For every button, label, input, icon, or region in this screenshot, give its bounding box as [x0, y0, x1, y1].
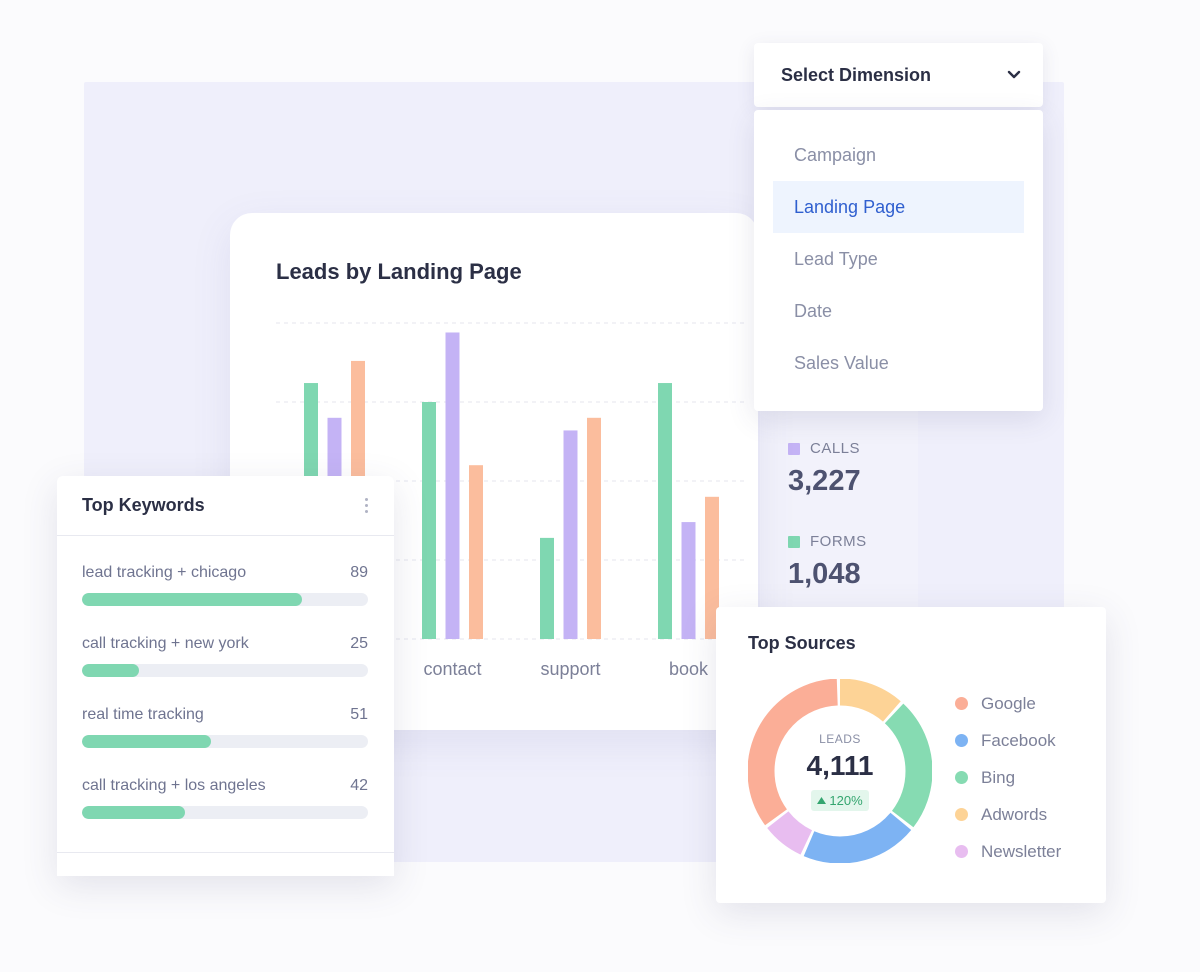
keyword-row-header: real time tracking 51: [82, 706, 368, 724]
legend-item-newsletter[interactable]: Newsletter: [955, 833, 1061, 870]
legend-dot: [955, 734, 968, 747]
donut-slice-adwords[interactable]: [748, 679, 932, 863]
sources-title: Top Sources: [748, 633, 856, 653]
change-badge: 120%: [811, 789, 869, 811]
triangle-up-icon: [817, 796, 827, 804]
top-sources-card: Top Sources LEADS 4,111 120% Google Faceb…: [716, 607, 1106, 903]
bar-book-series-2[interactable]: [705, 496, 719, 639]
bar-contact-series-1[interactable]: [445, 332, 460, 639]
sources-donut-chart: [748, 679, 932, 863]
x-tick-label: support: [540, 659, 600, 679]
keyword-row-header: call tracking + new york 25: [82, 635, 368, 653]
keyword-count: 25: [350, 635, 368, 652]
keyword-label: lead tracking + chicago: [82, 564, 247, 581]
donut-slice-google[interactable]: [748, 679, 932, 863]
keyword-progress-track: [82, 664, 368, 677]
x-tick-label: contact: [423, 659, 481, 679]
calls-value: 3,227: [788, 465, 861, 497]
legend-label: Newsletter: [981, 841, 1062, 861]
legend-label: Adwords: [981, 804, 1048, 824]
calls-label: CALLS: [810, 440, 861, 457]
forms-stat-label: FORMS: [788, 533, 867, 550]
keyword-label: call tracking + new york: [82, 635, 249, 652]
legend-dot: [955, 771, 968, 784]
chart-title: Leads by Landing Page: [276, 259, 522, 284]
leads-total: 4,111: [806, 749, 874, 781]
legend-label: Facebook: [981, 730, 1056, 750]
keyword-row[interactable]: lead tracking + chicago 89: [82, 564, 368, 635]
sources-legend: Google Facebook Bing Adwords Newsletter: [955, 685, 1061, 870]
bar-book-series-1[interactable]: [681, 522, 696, 639]
top-keywords-card: Top Keywords lead tracking + chicago 89 ca…: [57, 476, 394, 876]
forms-value: 1,048: [788, 558, 861, 590]
keyword-row-header: lead tracking + chicago 89: [82, 564, 368, 582]
forms-label: FORMS: [810, 533, 867, 550]
dropdown-title: Select Dimension: [781, 64, 932, 85]
legend-dot: [955, 845, 968, 858]
keyword-progress-track: [82, 735, 368, 748]
dimension-option-date[interactable]: Date: [794, 301, 833, 321]
dimension-option-landing-page[interactable]: Landing Page: [773, 181, 1024, 233]
bar-support-series-2[interactable]: [587, 417, 601, 639]
keyword-progress-fill: [82, 735, 211, 748]
more-options-icon[interactable]: [361, 494, 372, 517]
keyword-label: call tracking + los angeles: [82, 777, 266, 794]
keyword-progress-fill: [82, 664, 140, 677]
forms-stat: FORMS 1,048: [788, 533, 867, 591]
keywords-footer-divider: [57, 852, 394, 853]
calls-swatch: [788, 442, 800, 455]
dimension-option-campaign[interactable]: Campaign: [794, 145, 877, 165]
keyword-count: 51: [350, 706, 368, 723]
bar-support-series-0[interactable]: [540, 537, 554, 639]
keyword-row[interactable]: call tracking + los angeles 42: [82, 777, 368, 848]
legend-dot: [955, 808, 968, 821]
donut-slice-bing[interactable]: [748, 679, 932, 863]
keyword-count: 89: [350, 564, 368, 581]
dimension-menu: Campaign Landing Page Lead Type Date Sales V…: [754, 110, 1043, 411]
legend-item-google[interactable]: Google: [955, 685, 1061, 722]
select-dimension-dropdown[interactable]: Select Dimension: [754, 43, 1043, 107]
stats-panel: CALLS 3,227 FORMS 1,048: [760, 400, 918, 610]
forms-swatch: [788, 535, 800, 548]
bar-contact-series-0[interactable]: [422, 402, 436, 639]
bar-support-series-1[interactable]: [563, 430, 578, 639]
bar-book-series-0[interactable]: [658, 383, 672, 639]
dimension-option-lead-type[interactable]: Lead Type: [794, 249, 878, 269]
keyword-progress-fill: [82, 806, 185, 819]
legend-label: Google: [981, 693, 1036, 713]
donut-slice-facebook[interactable]: [748, 679, 932, 863]
legend-item-bing[interactable]: Bing: [955, 759, 1061, 796]
chevron-down-icon: [1007, 70, 1021, 79]
dimension-option-sales-value[interactable]: Sales Value: [794, 353, 889, 373]
keyword-progress-track: [82, 593, 368, 606]
calls-stat-label: CALLS: [788, 440, 861, 457]
leads-label: LEADS: [819, 731, 861, 746]
keyword-row-header: call tracking + los angeles 42: [82, 777, 368, 795]
change-value: 120%: [829, 792, 863, 808]
keywords-title: Top Keywords: [82, 495, 205, 515]
legend-item-adwords[interactable]: Adwords: [955, 796, 1061, 833]
calls-stat: CALLS 3,227: [788, 440, 861, 498]
keywords-list: lead tracking + chicago 89 call tracking +…: [57, 536, 394, 848]
keyword-progress-fill: [82, 593, 303, 606]
keyword-count: 42: [350, 777, 368, 794]
keyword-row[interactable]: real time tracking 51: [82, 706, 368, 777]
x-tick-label: book: [669, 659, 709, 679]
keyword-row[interactable]: call tracking + new york 25: [82, 635, 368, 706]
legend-item-facebook[interactable]: Facebook: [955, 722, 1061, 759]
donut-center: LEADS 4,111 120%: [748, 679, 932, 863]
keyword-progress-track: [82, 806, 368, 819]
keyword-label: real time tracking: [82, 706, 204, 723]
keywords-header: Top Keywords: [57, 476, 394, 536]
legend-dot: [955, 697, 968, 710]
legend-label: Bing: [981, 767, 1016, 787]
bar-contact-series-2[interactable]: [469, 465, 483, 639]
